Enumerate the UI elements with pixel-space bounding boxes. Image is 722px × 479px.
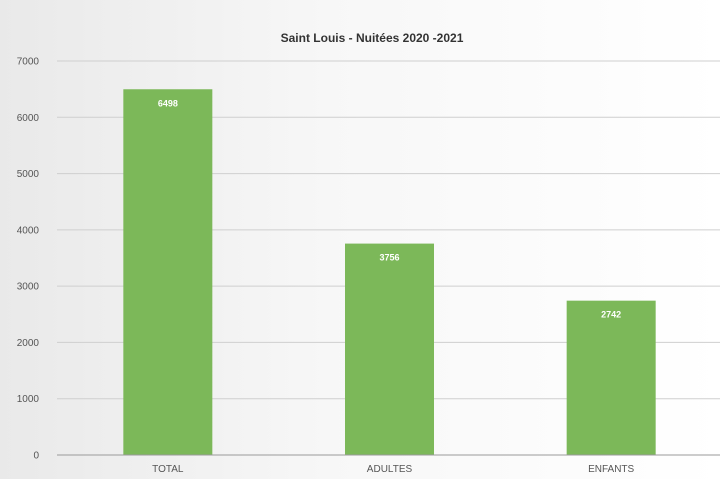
y-tick-label: 0 [33,451,39,462]
bar-total [123,89,213,455]
y-tick-label: 6000 [17,113,40,124]
y-axis: 0 1000 2000 3000 4000 5000 6000 7000 [17,57,40,462]
data-label-total: 6498 [158,98,178,108]
y-tick-label: 3000 [17,282,40,293]
y-tick-label: 2000 [17,338,40,349]
x-tick-label-total: TOTAL [152,464,184,475]
bar-adultes [345,243,434,455]
data-label-adultes: 3756 [379,253,399,263]
y-tick-label: 7000 [17,57,40,68]
bars: 6498 3756 2742 [123,89,656,455]
bar-enfants [566,300,656,455]
chart-title: Saint Louis - Nuitées 2020 -2021 [281,31,464,45]
data-label-enfants: 2742 [601,310,621,320]
x-axis: TOTAL ADULTES ENFANTS [57,454,720,475]
y-tick-label: 5000 [17,169,40,180]
x-tick-label-enfants: ENFANTS [588,464,634,475]
y-tick-label: 1000 [17,394,40,405]
x-tick-label-adultes: ADULTES [367,464,413,475]
y-tick-label: 4000 [17,225,40,236]
